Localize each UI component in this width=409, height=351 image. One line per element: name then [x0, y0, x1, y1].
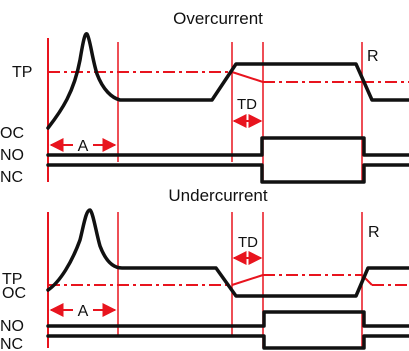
undercurrent-label-nc: NC: [0, 336, 23, 351]
undercurrent-current-trace: [46, 208, 409, 298]
overcurrent-panel: Overcurrent A TD TP OC NO NC R: [0, 9, 409, 186]
undercurrent-no-contact-trace: [46, 310, 409, 328]
overcurrent-no-contact-trace: [46, 136, 409, 157]
undercurrent-label-no: NO: [0, 318, 24, 335]
undercurrent-panel: Undercurrent A TD TP OC NO NC R: [0, 186, 409, 351]
undercurrent-label-td: TD: [238, 234, 258, 251]
overcurrent-label-td: TD: [237, 96, 257, 113]
overcurrent-nc-contact-trace: [46, 163, 409, 184]
overcurrent-label-nc: NC: [0, 169, 23, 186]
overcurrent-label-no: NO: [0, 147, 24, 164]
undercurrent-title: Undercurrent: [168, 186, 267, 205]
undercurrent-nc-contact-trace: [46, 334, 409, 350]
undercurrent-label-tp: TP: [2, 271, 22, 288]
overcurrent-label-tp: TP: [12, 64, 32, 81]
overcurrent-title: Overcurrent: [173, 9, 263, 28]
overcurrent-label-oc: OC: [0, 125, 24, 142]
overcurrent-current-trace: [46, 32, 409, 130]
undercurrent-label-r: R: [368, 224, 380, 241]
undercurrent-trip-point-step: [231, 274, 264, 286]
undercurrent-label-a: A: [78, 303, 89, 320]
overcurrent-label-a: A: [78, 138, 89, 155]
overcurrent-label-r: R: [367, 48, 379, 65]
overcurrent-trip-point-step: [231, 71, 264, 83]
undercurrent-label-oc: OC: [2, 285, 26, 302]
